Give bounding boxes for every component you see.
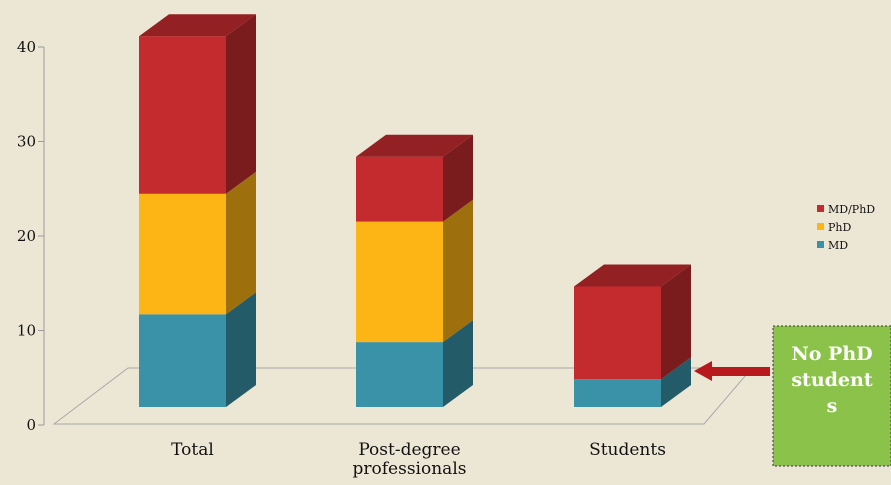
x-category-label-line: Students	[589, 440, 666, 460]
legend-item: MD	[817, 239, 848, 252]
x-category-label: Students	[589, 440, 666, 460]
legend-item: MD/PhD	[817, 203, 875, 216]
callout-arrow-head	[694, 361, 712, 381]
x-category-label-line: professionals	[353, 459, 467, 479]
bars	[139, 14, 691, 407]
callout-arrow-shaft	[703, 367, 770, 376]
y-tick-label: 10	[17, 322, 36, 340]
x-category-label-line: Total	[171, 440, 214, 460]
bar-segment-md	[139, 292, 256, 407]
bar-front-face	[139, 193, 226, 315]
x-axis-labels: Total Post-degree professionals Students	[171, 440, 666, 479]
bar-side-face	[661, 264, 691, 380]
y-axis: 0 10 20 30 40	[17, 38, 45, 434]
bar-front-face	[139, 36, 226, 194]
y-tick-label: 20	[17, 227, 36, 245]
legend-swatch	[817, 223, 824, 230]
bar-segment-phd	[356, 199, 473, 343]
callout-text-line: student	[791, 369, 872, 391]
bar-segment-md-phd	[139, 14, 256, 194]
y-tick-label: 0	[26, 416, 36, 434]
bar-top-face	[574, 264, 691, 287]
callout: No PhD student s	[694, 325, 891, 467]
bar-front-face	[574, 286, 661, 380]
legend: MD/PhD PhD MD	[817, 203, 875, 252]
y-tick-label: 40	[17, 38, 36, 56]
callout-box	[772, 325, 891, 467]
bar-segment-phd	[139, 171, 256, 315]
bar-side-face	[443, 134, 473, 222]
bar-front-face	[356, 156, 443, 222]
bar-segment-md	[356, 320, 473, 407]
bar-side-face	[226, 292, 256, 407]
legend-label: MD	[828, 239, 848, 252]
bar-side-face	[226, 14, 256, 194]
bar-top-face	[139, 14, 256, 37]
bar-side-face	[661, 357, 691, 407]
bar-front-face	[356, 221, 443, 343]
x-category-label: Total	[171, 440, 214, 460]
legend-label: MD/PhD	[828, 203, 875, 216]
legend-swatch	[817, 205, 824, 212]
bar-side-face	[443, 320, 473, 407]
x-category-label: Post-degree professionals	[353, 440, 467, 479]
legend-item: PhD	[817, 221, 851, 234]
bar-segment-md	[574, 357, 691, 407]
callout-text-line: s	[827, 395, 838, 417]
bar-side-face	[443, 199, 473, 343]
x-category-label-line: Post-degree	[358, 440, 460, 460]
bar-front-face	[356, 342, 443, 407]
bar-top-face	[356, 134, 473, 157]
callout-text-line: No PhD	[791, 343, 872, 365]
bar-segment-md-phd	[574, 264, 691, 380]
bar-segment-md-phd	[356, 134, 473, 222]
y-tick-label: 30	[17, 133, 36, 151]
legend-swatch	[817, 241, 824, 248]
bar-side-face	[226, 171, 256, 315]
bar-front-face	[574, 379, 661, 407]
bar-front-face	[139, 314, 226, 407]
legend-label: PhD	[828, 221, 851, 234]
